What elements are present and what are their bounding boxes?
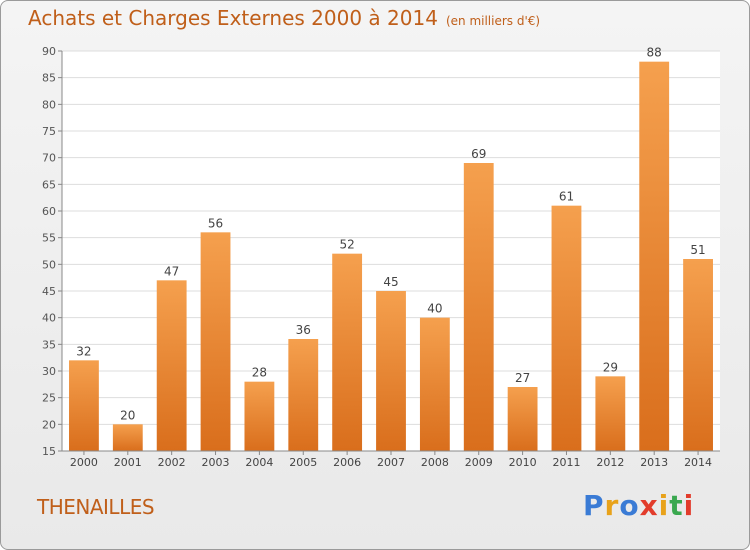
bar: [112, 424, 143, 451]
bar: [639, 61, 670, 452]
data-label: 69: [471, 147, 486, 161]
data-label: 32: [76, 344, 91, 358]
y-tick-label: 85: [42, 72, 56, 85]
data-label: 36: [296, 323, 311, 337]
data-label: 51: [690, 243, 705, 257]
data-label: 28: [252, 366, 267, 380]
logo-letter: i: [683, 489, 695, 522]
logo-letter: r: [604, 489, 620, 522]
data-label: 61: [559, 190, 574, 204]
bar: [332, 253, 363, 451]
data-label: 52: [339, 238, 354, 252]
x-tick-label: 2003: [202, 456, 230, 469]
y-tick-label: 20: [42, 418, 56, 431]
bar: [156, 280, 187, 451]
bar: [551, 205, 582, 451]
y-tick-label: 45: [42, 285, 56, 298]
x-tick-label: 2004: [245, 456, 273, 469]
chart-subtitle: (en milliers d'€): [445, 14, 541, 28]
bar: [507, 387, 538, 451]
x-tick-label: 2006: [333, 456, 361, 469]
x-tick-label: 2007: [377, 456, 405, 469]
logo-letter: x: [639, 489, 659, 522]
data-label: 27: [515, 371, 530, 385]
x-tick-label: 2001: [114, 456, 142, 469]
logo-letter: o: [619, 489, 640, 522]
x-tick-label: 2012: [596, 456, 624, 469]
bar: [200, 232, 231, 451]
x-tick-label: 2010: [509, 456, 537, 469]
data-label: 20: [120, 408, 135, 422]
x-tick-label: 2011: [552, 456, 580, 469]
data-label: 56: [208, 216, 223, 230]
y-tick-label: 50: [42, 258, 56, 271]
x-tick-label: 2005: [289, 456, 317, 469]
bar: [683, 259, 713, 451]
y-tick-label: 35: [42, 338, 56, 351]
logo-letter: t: [669, 489, 684, 522]
data-label: 45: [383, 275, 398, 289]
data-label: 47: [164, 264, 179, 278]
bar: [376, 291, 406, 451]
bar: [419, 317, 450, 451]
bar: [463, 163, 494, 451]
y-tick-label: 15: [42, 445, 56, 458]
data-label: 88: [647, 46, 662, 60]
x-tick-label: 2002: [158, 456, 186, 469]
x-tick-label: 2013: [640, 456, 668, 469]
chart-title: Achats et Charges Externes 2000 à 2014 (e…: [28, 6, 540, 30]
bar: [288, 339, 319, 451]
y-tick-label: 60: [42, 205, 56, 218]
y-tick-label: 40: [42, 312, 56, 325]
x-tick-label: 2009: [465, 456, 493, 469]
y-tick-label: 70: [42, 152, 56, 165]
x-tick-label: 2008: [421, 456, 449, 469]
commune-name: THENAILLES: [37, 495, 155, 519]
logo-letter: i: [658, 489, 670, 522]
y-tick-label: 55: [42, 232, 56, 245]
bar: [69, 360, 99, 451]
proxiti-logo: Proxiti: [583, 489, 694, 522]
data-label: 29: [603, 360, 618, 374]
y-tick-label: 30: [42, 365, 56, 378]
x-tick-label: 2014: [684, 456, 712, 469]
bar: [595, 376, 626, 451]
logo-letter: P: [583, 489, 605, 522]
x-tick-label: 2000: [70, 456, 98, 469]
y-tick-label: 90: [42, 45, 56, 58]
data-label: 40: [427, 302, 442, 316]
bar: [244, 381, 275, 451]
y-tick-label: 65: [42, 178, 56, 191]
chart-title-text: Achats et Charges Externes 2000 à 2014: [28, 6, 438, 30]
y-tick-label: 25: [42, 392, 56, 405]
y-tick-label: 80: [42, 98, 56, 111]
y-tick-label: 75: [42, 125, 56, 138]
